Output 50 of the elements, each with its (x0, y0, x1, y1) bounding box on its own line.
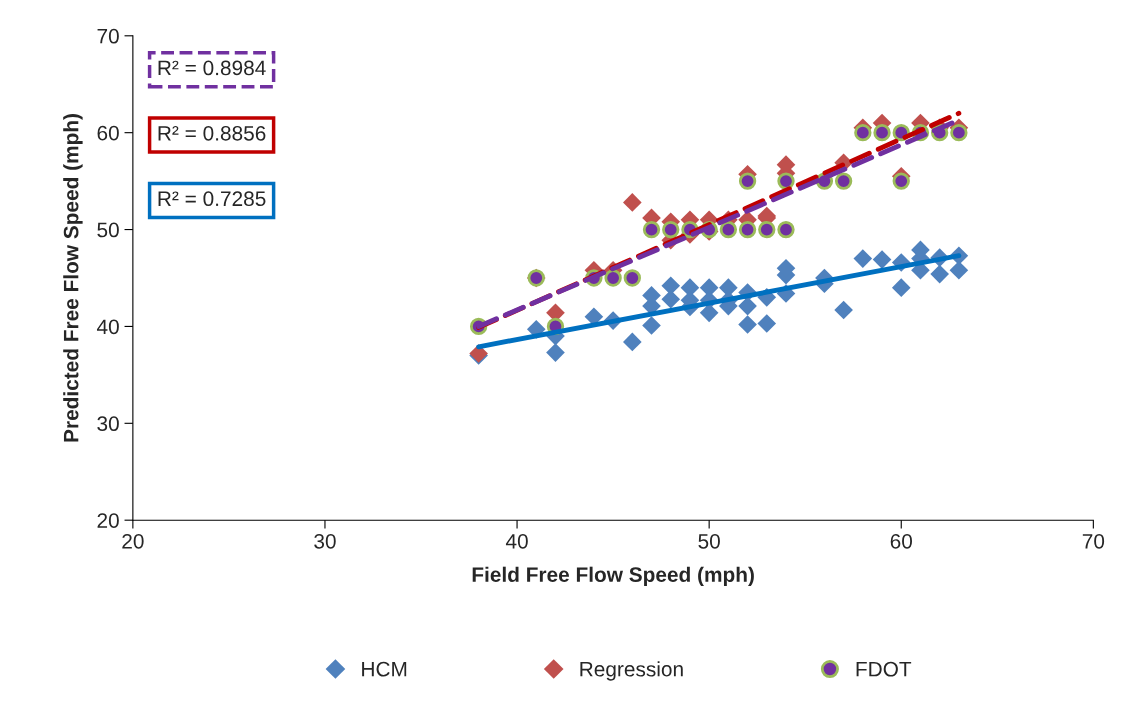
point (623, 193, 642, 212)
x-axis-title: Field Free Flow Speed (mph) (472, 566, 754, 587)
legend-label: Regression (580, 661, 683, 681)
point (777, 172, 795, 190)
point (949, 260, 969, 280)
point (930, 264, 949, 284)
x-tick-label: 30 (314, 533, 336, 549)
point (642, 316, 661, 335)
x-tick-label: 70 (1082, 533, 1105, 549)
point (662, 220, 680, 239)
point (777, 220, 795, 239)
y-tick-label: 30 (97, 416, 119, 432)
point (834, 172, 853, 190)
annotation: R² = 0.8984 (158, 60, 266, 76)
y-tick-label: 60 (97, 125, 119, 141)
annotation: R² = 0.8856 (158, 125, 266, 141)
point (872, 250, 892, 269)
point (661, 289, 681, 309)
legend-label: FDOT (856, 661, 912, 677)
x-tick-label: 20 (122, 533, 144, 549)
point (738, 220, 757, 239)
point (623, 332, 642, 352)
point (546, 343, 565, 362)
y-tick-label: 50 (97, 222, 119, 238)
point (854, 124, 872, 142)
point (738, 296, 757, 316)
y-tick-label: 70 (97, 28, 119, 44)
point (738, 172, 757, 190)
legend-label: HCM (362, 661, 407, 677)
point (719, 220, 738, 239)
point (699, 303, 719, 323)
x-tick-label: 40 (505, 533, 528, 549)
point (623, 269, 641, 287)
point (604, 269, 622, 287)
point (642, 220, 661, 239)
point (892, 172, 910, 190)
point (873, 124, 891, 142)
point (950, 124, 968, 142)
y-axis-title: Predicted Free Flow Speed (mph) (63, 114, 83, 442)
y-tick-label: 20 (97, 513, 119, 528)
annotation: R² = 0.7285 (158, 191, 266, 207)
point (853, 249, 873, 268)
point (738, 315, 757, 334)
x-tick-label: 60 (890, 533, 913, 549)
x-tick-label: 50 (698, 533, 720, 549)
point (757, 314, 777, 333)
y-tick-label: 40 (96, 319, 119, 335)
point (834, 300, 853, 320)
point (758, 220, 776, 239)
point (891, 278, 911, 297)
